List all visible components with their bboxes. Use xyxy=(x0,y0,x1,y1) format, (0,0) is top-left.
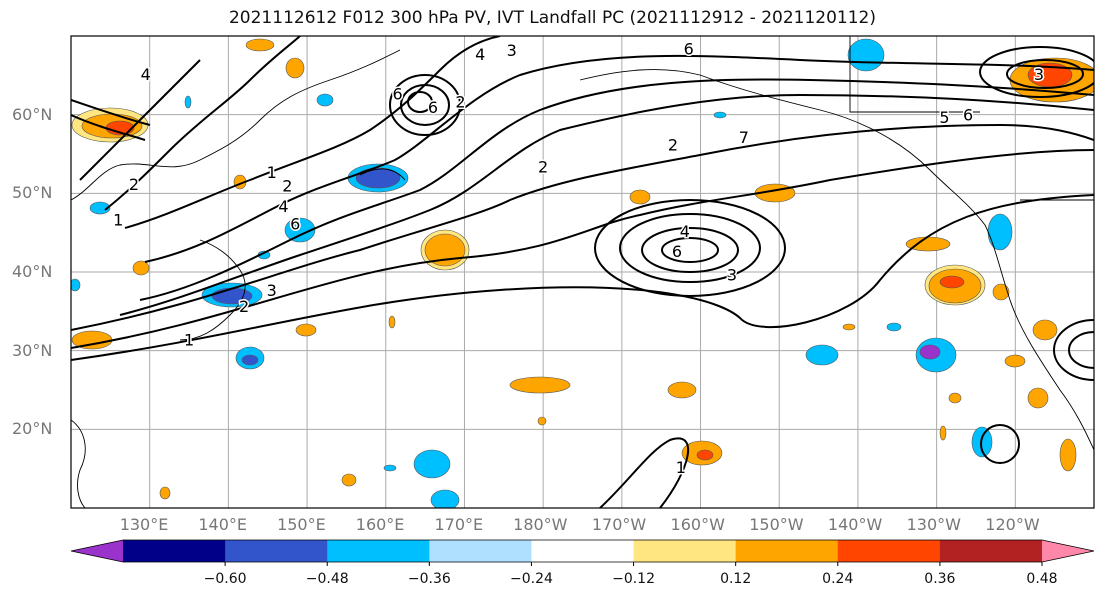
contour-label: 4 xyxy=(475,45,485,64)
contour-line xyxy=(79,59,201,181)
colorbar-tick-label: 0.24 xyxy=(822,571,854,587)
contour-line xyxy=(119,93,1094,316)
contour-line xyxy=(407,91,433,113)
contour-line xyxy=(71,114,146,141)
contour-label: 6 xyxy=(672,242,682,261)
contour-label: 6 xyxy=(684,40,694,59)
contour-label: 3 xyxy=(727,265,737,284)
contour-line xyxy=(979,46,1094,98)
contour-label: 3 xyxy=(267,281,277,300)
ivt-contours xyxy=(71,36,1094,508)
colorbar-tick-label: −0.24 xyxy=(509,571,553,587)
contour-label: 6 xyxy=(428,98,438,117)
contour-label: 1 xyxy=(676,458,686,477)
latitude-tick-label: 60°N xyxy=(12,104,53,124)
contour-label: 2 xyxy=(129,175,139,194)
longitude-tick-label: 130°E xyxy=(119,515,169,534)
contour-label: 6 xyxy=(290,214,300,233)
longitude-tick-label: 140°E xyxy=(198,515,248,534)
contour-label: 3 xyxy=(507,41,517,60)
contour-line xyxy=(124,36,501,229)
contour-line xyxy=(71,123,1094,331)
colorbar-segment xyxy=(429,540,532,562)
latitude-tick-label: 40°N xyxy=(12,262,53,281)
contour-label: 7 xyxy=(739,128,749,147)
contour-line xyxy=(71,99,151,126)
contour-line xyxy=(599,437,690,508)
map-frame xyxy=(70,35,1095,509)
contour-line xyxy=(139,78,1094,301)
contour-label: 4 xyxy=(680,222,690,241)
longitude-tick-label: 170°E xyxy=(434,515,484,534)
contour-label: 1 xyxy=(267,163,277,182)
longitude-tick-label: 130°W xyxy=(906,515,961,534)
coastlines xyxy=(71,36,1094,508)
colorbar-tick-label: 0.12 xyxy=(720,571,752,587)
colorbar-tick-label: 0.48 xyxy=(1026,571,1058,587)
contour-line xyxy=(641,227,739,273)
contour-label: 5 xyxy=(939,108,949,127)
latitude-tick-label: 50°N xyxy=(12,183,53,203)
contour-line xyxy=(389,74,461,136)
contour-label: 3 xyxy=(1034,65,1044,84)
colorbar-segment xyxy=(633,540,737,562)
colorbar-tick-label: −0.48 xyxy=(305,571,349,587)
contour-line xyxy=(71,194,1094,361)
contour-label: 4 xyxy=(278,197,288,216)
colorbar-segment xyxy=(939,540,1043,562)
longitude-tick-label: 160°W xyxy=(670,515,725,534)
longitude-tick-label: 180°W xyxy=(513,515,568,534)
contour-label: 1 xyxy=(113,210,123,229)
contour-label: 6 xyxy=(963,106,973,125)
colorbar-segment xyxy=(225,540,328,562)
contour-label: 2 xyxy=(239,297,249,316)
contour-line xyxy=(400,84,450,126)
colorbar-tick-label: −0.60 xyxy=(203,571,247,587)
contour-label: 2 xyxy=(455,92,465,111)
longitude-tick-label: 140°W xyxy=(827,515,883,534)
colorbar-tick-label: −0.12 xyxy=(612,571,655,587)
contour-line xyxy=(144,54,1094,263)
latitude-tick-label: 20°N xyxy=(12,419,53,439)
contour-line xyxy=(1068,331,1094,369)
colorbar-segment xyxy=(531,540,635,562)
contour-label: 1 xyxy=(184,331,194,350)
contour-line xyxy=(104,36,301,211)
contour-line xyxy=(661,237,719,263)
longitude-tick-label: 170°W xyxy=(591,515,647,534)
contour-line xyxy=(619,213,761,283)
latitude-tick-label: 30°N xyxy=(12,340,53,360)
contour-label: 2 xyxy=(668,136,678,155)
colorbar-segment xyxy=(123,540,226,562)
contour-line xyxy=(1006,59,1084,89)
longitude-tick-label: 150°W xyxy=(749,515,804,534)
colorbar-extend-min xyxy=(71,540,123,562)
colorbar-outline xyxy=(70,539,1095,563)
colorbar-extend-max xyxy=(1042,540,1094,562)
contour-line xyxy=(71,149,1094,349)
contour-label: 2 xyxy=(538,158,548,177)
graticule xyxy=(71,36,1094,508)
colorbar-segment xyxy=(837,540,941,562)
contour-label: 4 xyxy=(141,65,151,84)
colorbar-segment xyxy=(735,540,839,562)
contour-label: 6 xyxy=(392,85,402,104)
contour-line xyxy=(1053,319,1094,381)
colorbar-segment xyxy=(327,540,430,562)
plot-title: 2021112612 F012 300 hPa PV, IVT Landfall… xyxy=(228,8,876,28)
longitude-tick-label: 160°E xyxy=(355,515,405,534)
colorbar xyxy=(70,539,1095,566)
contour-line xyxy=(980,424,1020,464)
contour-line xyxy=(594,199,786,297)
longitude-tick-label: 150°E xyxy=(277,515,326,534)
colorbar-tick-label: 0.36 xyxy=(924,571,956,587)
colorbar-tick-label: −0.36 xyxy=(407,571,451,587)
longitude-tick-label: 120°W xyxy=(985,515,1040,534)
contour-label: 2 xyxy=(282,177,292,196)
